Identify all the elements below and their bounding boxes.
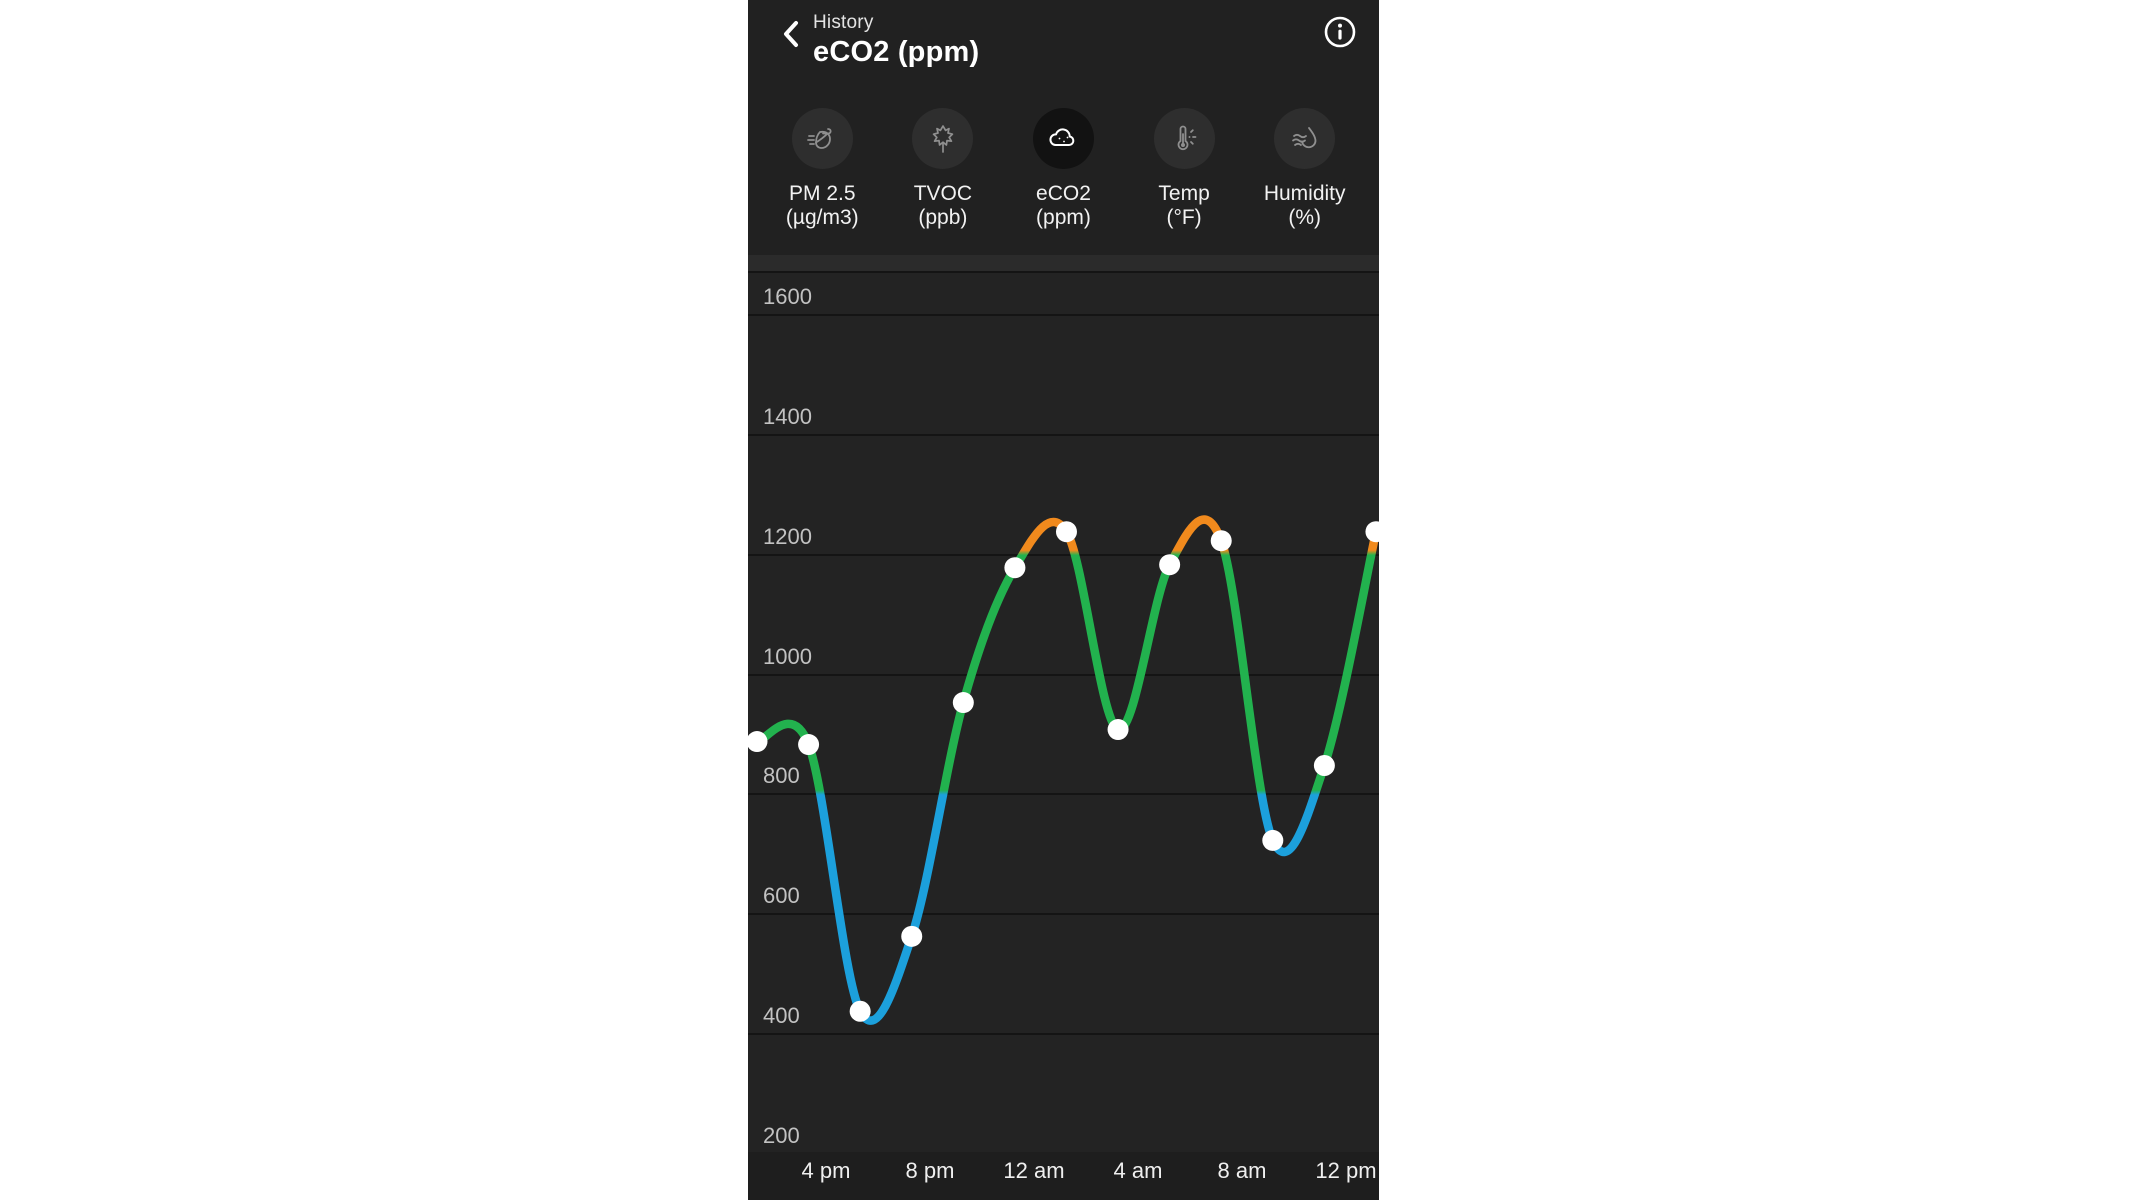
- back-button[interactable]: [774, 14, 808, 54]
- sensor-selector-row: PM 2.5 (µg/m3) TVOC (ppb): [748, 108, 1379, 230]
- maple-leaf-icon: [932, 124, 954, 153]
- info-icon: [1324, 16, 1356, 48]
- y-tick-label: 1400: [763, 403, 812, 429]
- gridline-400: [748, 1033, 1379, 1036]
- y-tick-label: 800: [763, 763, 800, 789]
- page-title: eCO2 (ppm): [813, 36, 980, 68]
- sensor-circle: [1274, 108, 1336, 169]
- app-screen: History eCO2 (ppm) PM 2.5: [748, 0, 1379, 1200]
- gridline-800: [748, 793, 1379, 796]
- leaf-wind-icon: [807, 127, 832, 149]
- y-tick-label: 600: [763, 883, 800, 909]
- sensor-label: TVOC (ppb): [913, 182, 973, 229]
- sensor-label: Humidity (%): [1263, 182, 1346, 229]
- gridline-600: [748, 913, 1379, 916]
- sensor-circle: [1032, 108, 1094, 169]
- sensor-circle: [912, 108, 974, 169]
- x-tick-label: 4 am: [1113, 1158, 1163, 1183]
- sensor-label: PM 2.5 (µg/m3): [785, 182, 859, 229]
- y-tick-label: 200: [763, 1123, 800, 1149]
- sensor-item-humidity[interactable]: Humidity (%): [1246, 108, 1364, 230]
- sensor-label: eCO2 (ppm): [1036, 182, 1091, 229]
- y-tick-label: 1200: [763, 523, 812, 549]
- x-axis: 4 pm 8 pm 12 am 4 am 8 am 12 pm: [748, 1152, 1379, 1200]
- x-tick-label: 12 am: [1003, 1158, 1065, 1183]
- sensor-circle: [791, 108, 853, 169]
- gridline-1600: [748, 313, 1379, 316]
- x-tick-label: 4 pm: [801, 1158, 851, 1183]
- chart-plot-area: 1600 1400 1200 1000 800 600 400 200: [748, 271, 1379, 1156]
- info-button[interactable]: [1322, 14, 1358, 50]
- sensor-item-pm25[interactable]: PM 2.5 (µg/m3): [763, 108, 881, 230]
- sensor-label: Temp (°F): [1158, 182, 1210, 229]
- sensor-item-tvoc[interactable]: TVOC (ppb): [884, 108, 1002, 230]
- thermometer-icon: [1177, 125, 1197, 150]
- header: History eCO2 (ppm): [748, 0, 1379, 72]
- x-tick-label: 8 pm: [905, 1158, 955, 1183]
- y-tick-label: 1600: [763, 283, 812, 309]
- y-tick-label: 1000: [763, 643, 812, 669]
- chevron-left-icon: [784, 21, 798, 47]
- gridline-1200: [748, 553, 1379, 556]
- humidity-drop-icon: [1291, 126, 1317, 148]
- breadcrumb: History: [813, 12, 874, 33]
- x-tick-label: 8 am: [1217, 1158, 1267, 1183]
- sensor-circle: [1153, 108, 1215, 169]
- gridline-1000: [748, 673, 1379, 676]
- cloud-co2-icon: [1049, 127, 1075, 146]
- x-tick-label: 12 pm: [1315, 1158, 1377, 1183]
- sensor-item-eco2[interactable]: eCO2 (ppm): [1004, 108, 1122, 230]
- gridline-1400: [748, 433, 1379, 436]
- chart-top-strip: [748, 255, 1379, 271]
- sensor-item-temp[interactable]: Temp (°F): [1125, 108, 1243, 230]
- y-tick-label: 400: [763, 1003, 800, 1029]
